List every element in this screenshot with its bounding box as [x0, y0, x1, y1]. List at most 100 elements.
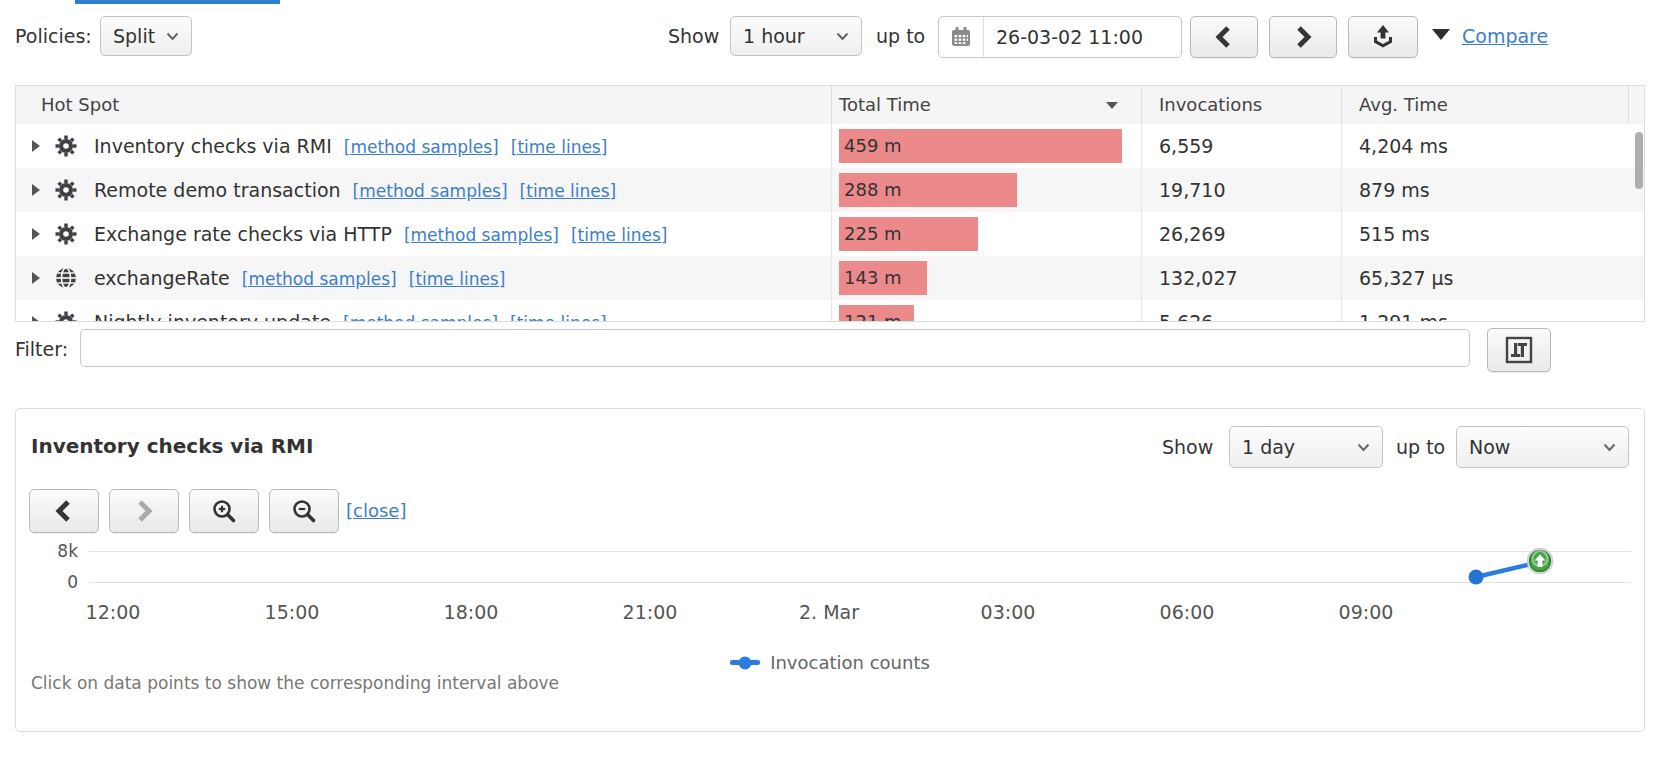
- column-separator: [831, 212, 832, 256]
- table-scrollbar[interactable]: [1635, 132, 1643, 189]
- x-tick-label: 03:00: [981, 601, 1036, 623]
- x-tick-label: 06:00: [1160, 601, 1215, 623]
- chevron-right-icon: [1293, 25, 1313, 49]
- policy-select[interactable]: Split: [100, 16, 192, 56]
- active-tab-indicator: [75, 0, 280, 4]
- column-separator: [1341, 168, 1342, 212]
- column-separator: [1341, 212, 1342, 256]
- time-lines-link[interactable]: [time lines]: [520, 181, 617, 201]
- col-total-time[interactable]: Total Time: [839, 94, 931, 115]
- x-tick-label: 15:00: [265, 601, 320, 623]
- table-header: Hot Spot Total Time Invocations Avg. Tim…: [16, 86, 1644, 125]
- policy-select-value: Split: [113, 25, 155, 47]
- x-tick-label: 09:00: [1339, 601, 1394, 623]
- expand-caret-icon[interactable]: [32, 272, 40, 284]
- invocations-value: 5,626: [1159, 300, 1213, 322]
- method-samples-link[interactable]: [method samples]: [404, 225, 559, 245]
- gear-icon: [54, 222, 78, 246]
- table-row[interactable]: Nightly inventory update[method samples]…: [16, 300, 1644, 322]
- show-label: Show: [668, 25, 719, 47]
- policies-label: Policies:: [15, 25, 92, 47]
- chevron-down-icon: [166, 32, 179, 41]
- column-separator: [831, 300, 832, 322]
- method-samples-link[interactable]: [method samples]: [344, 137, 499, 157]
- hotspot-name[interactable]: Inventory checks via RMI[method samples]…: [94, 124, 607, 169]
- gear-icon: [54, 310, 78, 322]
- table-row[interactable]: exchangeRate[method samples][time lines]…: [16, 256, 1644, 300]
- expand-caret-icon[interactable]: [32, 184, 40, 196]
- method-samples-link[interactable]: [method samples]: [353, 181, 508, 201]
- legend-marker-icon: [730, 660, 760, 665]
- column-separator: [1141, 300, 1142, 322]
- column-separator: [1141, 124, 1142, 168]
- hotspot-name[interactable]: Nightly inventory update[method samples]…: [94, 300, 607, 322]
- col-avg-time[interactable]: Avg. Time: [1359, 94, 1448, 115]
- x-tick-label: 2. Mar: [799, 601, 859, 623]
- chart-hint-text: Click on data points to show the corresp…: [31, 673, 559, 693]
- prev-interval-button[interactable]: [1190, 16, 1258, 58]
- legend-label: Invocation counts: [770, 652, 930, 673]
- table-row[interactable]: Remote demo transaction[method samples][…: [16, 168, 1644, 212]
- hotspot-name[interactable]: Exchange rate checks via HTTP[method sam…: [94, 212, 668, 257]
- calendar-icon[interactable]: [939, 17, 984, 57]
- invocations-value: 132,027: [1159, 256, 1238, 300]
- column-separator: [1141, 168, 1142, 212]
- data-point[interactable]: [1469, 570, 1484, 585]
- chevron-left-icon: [1214, 25, 1234, 49]
- up-to-label: up to: [876, 25, 925, 47]
- column-filter-icon: [1505, 336, 1533, 364]
- invocations-value: 6,559: [1159, 124, 1213, 168]
- chart-legend[interactable]: Invocation counts: [16, 652, 1644, 673]
- column-separator: [1341, 124, 1342, 168]
- time-lines-link[interactable]: [time lines]: [510, 313, 607, 322]
- compare-caret-icon[interactable]: [1432, 29, 1450, 40]
- total-time-value: 459 m: [844, 124, 902, 168]
- col-invocations[interactable]: Invocations: [1159, 94, 1262, 115]
- now-up-arrow-marker: [1528, 549, 1553, 574]
- hotspot-name[interactable]: exchangeRate[method samples][time lines]: [94, 256, 505, 301]
- time-lines-link[interactable]: [time lines]: [409, 269, 506, 289]
- avg-time-value: 1,291 ms: [1359, 300, 1448, 322]
- column-separator: [831, 256, 832, 300]
- avg-time-value: 4,204 ms: [1359, 124, 1448, 168]
- column-separator: [1141, 212, 1142, 256]
- time-lines-link[interactable]: [time lines]: [571, 225, 668, 245]
- filter-input[interactable]: [80, 329, 1470, 367]
- method-samples-link[interactable]: [method samples]: [343, 313, 498, 322]
- time-lines-link[interactable]: [time lines]: [511, 137, 608, 157]
- chevron-down-icon: [836, 32, 849, 41]
- x-tick-label: 18:00: [444, 601, 499, 623]
- invocation-chart[interactable]: [16, 409, 1644, 629]
- avg-time-value: 515 ms: [1359, 212, 1430, 256]
- total-time-value: 121 m: [844, 300, 902, 322]
- column-separator: [831, 168, 832, 212]
- next-interval-button[interactable]: [1269, 16, 1337, 58]
- method-samples-link[interactable]: [method samples]: [242, 269, 397, 289]
- filter-label: Filter:: [15, 338, 68, 360]
- column-separator: [831, 124, 832, 168]
- expand-caret-icon[interactable]: [32, 316, 40, 322]
- avg-time-value: 65,327 µs: [1359, 256, 1454, 300]
- column-separator: [1141, 256, 1142, 300]
- export-button[interactable]: [1348, 16, 1418, 58]
- x-tick-label: 21:00: [623, 601, 678, 623]
- filter-options-button[interactable]: [1487, 328, 1551, 372]
- hotspot-name[interactable]: Remote demo transaction[method samples][…: [94, 168, 616, 213]
- col-hotspot[interactable]: Hot Spot: [41, 94, 119, 115]
- interval-length-value: 1 hour: [743, 25, 805, 47]
- globe-icon: [54, 266, 78, 290]
- expand-caret-icon[interactable]: [32, 140, 40, 152]
- total-time-value: 143 m: [844, 256, 902, 300]
- compare-link[interactable]: Compare: [1462, 25, 1548, 47]
- datetime-field[interactable]: 26-03-02 11:00: [938, 16, 1182, 58]
- x-tick-label: 12:00: [86, 601, 141, 623]
- avg-time-value: 879 ms: [1359, 168, 1430, 212]
- table-row[interactable]: Inventory checks via RMI[method samples]…: [16, 124, 1644, 168]
- invocations-value: 19,710: [1159, 168, 1225, 212]
- table-row[interactable]: Exchange rate checks via HTTP[method sam…: [16, 212, 1644, 256]
- export-icon: [1369, 24, 1397, 50]
- detail-panel: Inventory checks via RMI Show 1 day up t…: [15, 408, 1645, 732]
- expand-caret-icon[interactable]: [32, 228, 40, 240]
- interval-length-select[interactable]: 1 hour: [730, 16, 862, 56]
- total-time-value: 288 m: [844, 168, 902, 212]
